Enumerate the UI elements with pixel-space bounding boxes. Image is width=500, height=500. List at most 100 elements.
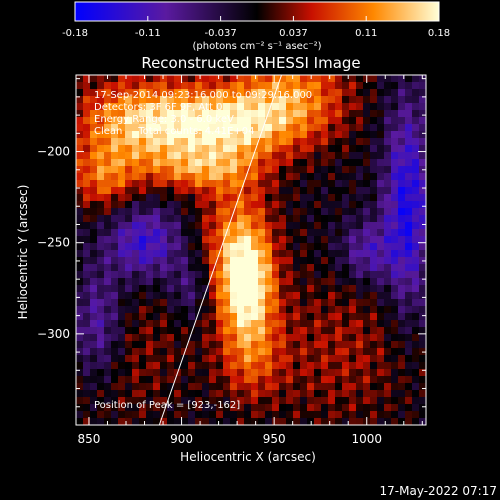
heatmap-cell bbox=[90, 110, 98, 118]
heatmap-cell bbox=[349, 320, 357, 328]
heatmap-cell bbox=[272, 166, 280, 174]
heatmap-cell bbox=[139, 257, 147, 265]
heatmap-cell bbox=[209, 222, 217, 230]
heatmap-cell bbox=[216, 208, 224, 216]
heatmap-cell bbox=[272, 138, 280, 146]
heatmap-cell bbox=[398, 229, 406, 237]
heatmap-cell bbox=[328, 362, 336, 370]
heatmap-cell bbox=[286, 390, 294, 398]
heatmap-cell bbox=[188, 264, 196, 272]
heatmap-cell bbox=[167, 299, 175, 307]
heatmap-cell bbox=[307, 131, 315, 139]
heatmap-cell bbox=[237, 299, 245, 307]
plot-frame bbox=[75, 74, 427, 426]
heatmap-cell bbox=[97, 264, 105, 272]
heatmap-cell bbox=[181, 306, 189, 314]
heatmap-cell bbox=[356, 327, 364, 335]
heatmap-cell bbox=[307, 390, 315, 398]
heatmap-cell bbox=[384, 208, 392, 216]
heatmap-cell bbox=[342, 166, 350, 174]
heatmap-cell bbox=[265, 376, 273, 384]
heatmap-cell bbox=[307, 250, 315, 258]
heatmap-cell bbox=[90, 327, 98, 335]
heatmap-cell bbox=[202, 89, 210, 97]
heatmap-cell bbox=[167, 243, 175, 251]
heatmap-cell bbox=[363, 222, 371, 230]
heatmap-cell bbox=[146, 194, 154, 202]
heatmap-cell bbox=[293, 236, 301, 244]
heatmap-cell bbox=[132, 327, 140, 335]
heatmap-cell bbox=[146, 278, 154, 286]
heatmap-cell bbox=[132, 299, 140, 307]
heatmap-cell bbox=[209, 159, 217, 167]
heatmap-cell bbox=[223, 341, 231, 349]
heatmap-cell bbox=[314, 411, 322, 419]
heatmap-cell bbox=[377, 348, 385, 356]
heatmap-cell bbox=[279, 187, 287, 195]
heatmap-cell bbox=[167, 411, 175, 419]
heatmap-cell bbox=[286, 201, 294, 209]
heatmap-cell bbox=[363, 236, 371, 244]
heatmap-cell bbox=[272, 180, 280, 188]
heatmap-cell bbox=[314, 166, 322, 174]
heatmap-cell bbox=[230, 187, 238, 195]
heatmap-cell bbox=[419, 369, 426, 377]
heatmap-cell bbox=[209, 152, 217, 160]
heatmap-cell bbox=[398, 418, 406, 425]
heatmap-cell bbox=[244, 278, 252, 286]
heatmap-cell bbox=[244, 96, 252, 104]
heatmap-cell bbox=[202, 355, 210, 363]
heatmap-cell bbox=[412, 285, 420, 293]
y-axis-ticks: −200−250−300 bbox=[37, 78, 426, 426]
heatmap-cell bbox=[111, 418, 119, 425]
heatmap-cell bbox=[272, 320, 280, 328]
heatmap-cell bbox=[153, 299, 161, 307]
heatmap-cell bbox=[349, 103, 357, 111]
heatmap-cell bbox=[321, 376, 329, 384]
heatmap-cell bbox=[335, 124, 343, 132]
heatmap-cell bbox=[83, 117, 91, 125]
heatmap-cell bbox=[209, 82, 217, 90]
heatmap-cell bbox=[321, 334, 329, 342]
observation-info: 17-Sep-2014 09:23:16.000 to 09:29:16.000… bbox=[94, 90, 312, 137]
heatmap-cell bbox=[265, 250, 273, 258]
heatmap-cell bbox=[370, 285, 378, 293]
heatmap-cell bbox=[237, 110, 245, 118]
heatmap-cell bbox=[76, 187, 84, 195]
heatmap-cell bbox=[76, 152, 84, 160]
heatmap-cell bbox=[83, 166, 91, 174]
heatmap-cell bbox=[258, 411, 266, 419]
heatmap-cell bbox=[293, 180, 301, 188]
heatmap-cell bbox=[223, 222, 231, 230]
heatmap-cell bbox=[223, 138, 231, 146]
x-axis-ticks: 850 900 950 1000 bbox=[78, 75, 423, 446]
heatmap-cell bbox=[97, 173, 105, 181]
heatmap-cell bbox=[349, 159, 357, 167]
heatmap-cell bbox=[83, 390, 91, 398]
heatmap-cell bbox=[146, 103, 154, 111]
heatmap-cell bbox=[202, 201, 210, 209]
heatmap-cell bbox=[139, 152, 147, 160]
heatmap-cell bbox=[314, 348, 322, 356]
heatmap-cell bbox=[321, 215, 329, 223]
heatmap-cell bbox=[97, 418, 105, 425]
heatmap-cell bbox=[181, 110, 189, 118]
heatmap-cell bbox=[181, 369, 189, 377]
heatmap-cell bbox=[153, 341, 161, 349]
heatmap-cell bbox=[209, 320, 217, 328]
heatmap-cell bbox=[125, 348, 133, 356]
heatmap-cell bbox=[230, 145, 238, 153]
heatmap-cell bbox=[83, 187, 91, 195]
heatmap-cell bbox=[328, 89, 336, 97]
heatmap-cell bbox=[377, 236, 385, 244]
heatmap-cell bbox=[244, 362, 252, 370]
heatmap-cell bbox=[244, 201, 252, 209]
heatmap-cell bbox=[398, 208, 406, 216]
heatmap-cell bbox=[90, 117, 98, 125]
heatmap-cell bbox=[377, 222, 385, 230]
heatmap-cell bbox=[118, 327, 126, 335]
heatmap-cell bbox=[356, 208, 364, 216]
heatmap-cell bbox=[335, 166, 343, 174]
heatmap-cell bbox=[258, 159, 266, 167]
heatmap-cell bbox=[300, 215, 308, 223]
